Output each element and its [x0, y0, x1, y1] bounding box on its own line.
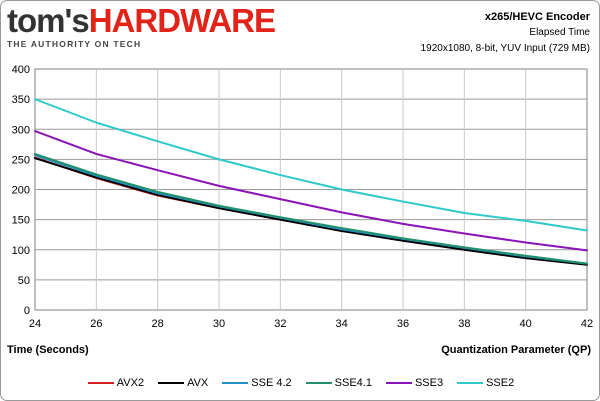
legend-swatch-sse3	[385, 382, 412, 384]
legend-item-avx: AVX	[158, 377, 208, 389]
logo-wordmark: tom'sHARDWARE	[7, 2, 276, 39]
chart-detail: 1920x1080, 8-bit, YUV Input (729 MB)	[420, 43, 590, 54]
chart-subtitle: Elapsed Time	[529, 27, 590, 38]
y-tick-label-150: 150	[12, 215, 30, 227]
legend-item-sse2: SSE2	[457, 377, 514, 389]
legend-item-sse4-1: SSE4.1	[305, 377, 372, 389]
legend-label-sse4-1: SSE4.1	[334, 377, 372, 389]
x-tick-label-34: 34	[336, 318, 348, 330]
legend-item-sse3: SSE3	[385, 377, 444, 389]
y-tick-label-200: 200	[12, 185, 30, 197]
x-tick-label-38: 38	[458, 318, 470, 330]
x-tick-label-42: 42	[581, 318, 593, 330]
series-line-sse3	[34, 130, 588, 252]
legend-swatch-sse2	[457, 382, 484, 384]
legend-item-avx2: AVX2	[87, 377, 145, 389]
legend-swatch-sse4-1	[305, 382, 332, 384]
logo-part1: tom's	[7, 2, 90, 39]
chart-title-block: x265/HEVC Encoder Elapsed Time 1920x1080…	[421, 9, 590, 57]
logo-part2: HARDWARE	[88, 2, 276, 39]
legend-swatch-avx2	[87, 382, 114, 384]
legend-item-sse-4-2: SSE 4.2	[222, 377, 292, 389]
x-tick-label-40: 40	[520, 318, 532, 330]
legend-label-avx: AVX	[187, 377, 209, 389]
y-axis-title: Time (Seconds)	[7, 344, 89, 356]
x-tick-label-30: 30	[213, 318, 225, 330]
series-line-sse4-1	[34, 152, 588, 265]
logo-tagline: THE AUTHORITY ON TECH	[7, 39, 142, 49]
y-tick-label-50: 50	[18, 275, 30, 287]
y-tick-label-300: 300	[12, 124, 30, 136]
series-line-avx	[34, 157, 588, 266]
x-axis-title: Quantization Parameter (QP)	[441, 344, 591, 356]
legend-label-avx2: AVX2	[116, 377, 145, 389]
legend-swatch-sse-4-2	[222, 382, 249, 384]
series-lines	[34, 98, 588, 266]
chart-title: x265/HEVC Encoder	[484, 11, 590, 23]
toms-hardware-logo: tom'sHARDWARE THE AUTHORITY ON TECH	[7, 2, 276, 50]
chart-legend: AVX2 AVX SSE 4.2 SSE4.1 SSE3 SSE2	[1, 377, 599, 389]
y-tick-label-0: 0	[24, 305, 30, 317]
series-line-sse2	[34, 98, 588, 232]
x-tick-label-26: 26	[90, 318, 102, 330]
y-tick-label-350: 350	[12, 94, 30, 106]
y-tick-label-100: 100	[12, 245, 30, 257]
legend-label-sse3: SSE3	[414, 377, 444, 389]
y-axis-ticks: 0 50 100 150 200 250 300 350 400	[12, 64, 30, 317]
legend-swatch-avx	[158, 382, 185, 384]
x-tick-label-28: 28	[152, 318, 164, 330]
y-tick-label-400: 400	[12, 64, 30, 76]
x-axis-ticks: 24 26 28 30 32 34 36 38 40 42	[29, 318, 593, 330]
y-tick-label-250: 250	[12, 154, 30, 166]
legend-label-sse2: SSE2	[486, 377, 515, 389]
legend-label-sse-4-2: SSE 4.2	[251, 377, 292, 389]
x-tick-label-36: 36	[397, 318, 409, 330]
x-tick-label-32: 32	[274, 318, 286, 330]
x-tick-label-24: 24	[29, 318, 41, 330]
